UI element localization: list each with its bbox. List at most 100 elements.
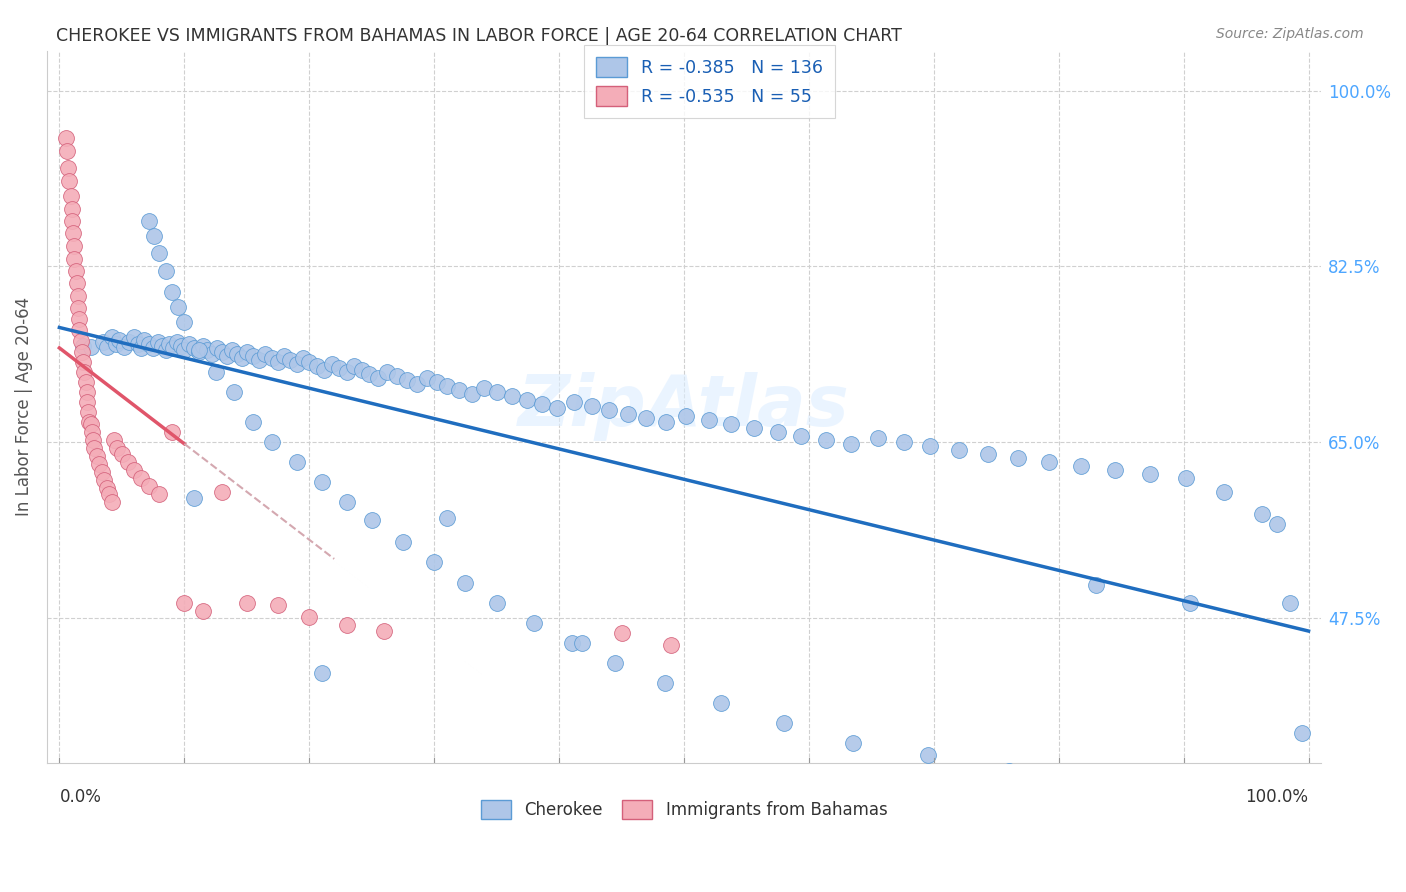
Point — [79, 417, 101, 431]
Point — [225, 347, 247, 361]
Point — [436, 511, 458, 525]
Point — [129, 471, 152, 485]
Point — [321, 357, 343, 371]
Point — [1212, 485, 1234, 500]
Point — [610, 625, 633, 640]
Point — [1070, 459, 1092, 474]
Point — [742, 421, 765, 435]
Point — [236, 344, 259, 359]
Point — [86, 449, 108, 463]
Point — [160, 425, 183, 439]
Point — [89, 457, 111, 471]
Point — [710, 696, 733, 710]
Point — [167, 300, 190, 314]
Point — [242, 349, 264, 363]
Point — [343, 359, 366, 373]
Point — [367, 371, 389, 385]
Point — [90, 465, 112, 479]
Point — [423, 556, 446, 570]
Point — [157, 336, 180, 351]
Point — [516, 392, 538, 407]
Point — [841, 437, 863, 451]
Point — [231, 351, 253, 365]
Point — [173, 343, 195, 357]
Point — [1038, 455, 1060, 469]
Point — [1251, 508, 1274, 522]
Point — [60, 202, 83, 217]
Point — [1291, 726, 1313, 740]
Point — [242, 415, 264, 429]
Point — [918, 439, 941, 453]
Point — [773, 716, 796, 731]
Point — [485, 384, 508, 399]
Point — [60, 214, 83, 228]
Point — [485, 596, 508, 610]
Point — [893, 435, 915, 450]
Point — [55, 131, 77, 145]
Point — [790, 429, 813, 443]
Point — [1178, 596, 1201, 610]
Point — [173, 315, 195, 329]
Point — [392, 535, 415, 549]
Point — [63, 252, 86, 267]
Point — [350, 363, 373, 377]
Point — [160, 285, 183, 299]
Point — [204, 365, 226, 379]
Point — [79, 340, 101, 354]
Point — [661, 638, 683, 652]
Point — [298, 609, 321, 624]
Y-axis label: In Labor Force | Age 20-64: In Labor Force | Age 20-64 — [15, 297, 32, 516]
Point — [948, 443, 970, 458]
Point — [112, 340, 135, 354]
Point — [56, 161, 79, 175]
Point — [720, 417, 742, 431]
Text: ZipAtlas: ZipAtlas — [517, 372, 849, 442]
Point — [117, 455, 139, 469]
Point — [195, 343, 218, 357]
Point — [1104, 463, 1126, 477]
Point — [67, 311, 90, 326]
Text: CHEROKEE VS IMMIGRANTS FROM BAHAMAS IN LABOR FORCE | AGE 20-64 CORRELATION CHART: CHEROKEE VS IMMIGRANTS FROM BAHAMAS IN L… — [56, 27, 903, 45]
Point — [997, 764, 1019, 779]
Point — [205, 341, 228, 355]
Point — [124, 463, 146, 477]
Point — [155, 343, 177, 357]
Point — [311, 665, 333, 680]
Point — [273, 349, 295, 363]
Point — [360, 513, 382, 527]
Point — [58, 174, 80, 188]
Point — [65, 264, 87, 278]
Point — [472, 381, 495, 395]
Point — [841, 736, 863, 750]
Point — [291, 351, 314, 365]
Point — [655, 415, 678, 429]
Point — [162, 341, 184, 355]
Point — [142, 341, 165, 355]
Point — [103, 433, 125, 447]
Point — [285, 357, 308, 371]
Text: 0.0%: 0.0% — [59, 789, 101, 806]
Point — [1265, 517, 1288, 532]
Point — [215, 349, 238, 363]
Point — [267, 598, 290, 612]
Point — [69, 334, 91, 348]
Point — [211, 485, 233, 500]
Point — [98, 487, 121, 501]
Point — [70, 344, 93, 359]
Point — [76, 384, 98, 399]
Point — [63, 239, 86, 253]
Point — [375, 365, 398, 379]
Point — [191, 339, 214, 353]
Point — [314, 363, 336, 377]
Point — [166, 334, 188, 349]
Point — [111, 447, 134, 461]
Point — [104, 336, 127, 351]
Point — [183, 341, 205, 355]
Point — [415, 371, 437, 385]
Point — [605, 656, 627, 670]
Point — [1085, 577, 1108, 591]
Point — [260, 351, 283, 365]
Point — [815, 433, 838, 447]
Point — [460, 387, 482, 401]
Point — [173, 596, 195, 610]
